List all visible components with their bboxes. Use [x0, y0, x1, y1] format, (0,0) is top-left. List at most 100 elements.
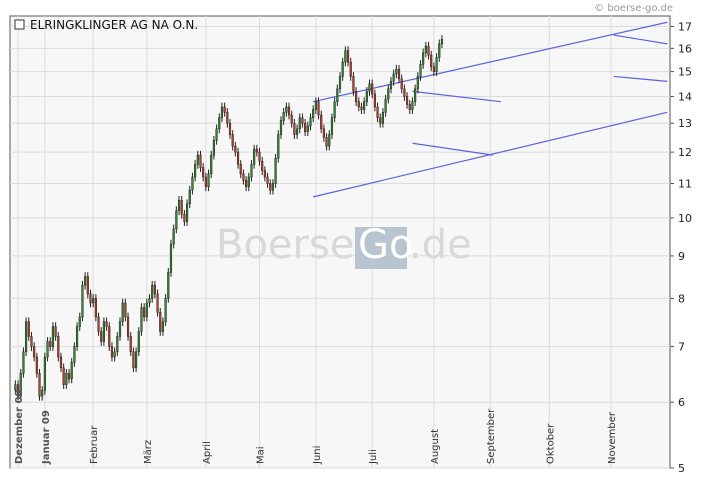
x-tick-label: Oktober: [545, 423, 556, 464]
y-tick-label: 15: [678, 66, 692, 79]
candle-body: [306, 125, 309, 132]
candle: [371, 79, 374, 99]
candle: [81, 280, 84, 322]
candle-body: [167, 272, 170, 299]
candle: [376, 102, 379, 123]
candle-body: [317, 101, 320, 116]
candle-body: [427, 45, 430, 56]
candle-body: [100, 331, 103, 342]
candle-body: [309, 117, 312, 127]
candle: [363, 97, 366, 114]
candles: [14, 35, 444, 401]
candle: [43, 352, 46, 395]
candle-body: [223, 106, 226, 113]
candle: [153, 280, 156, 299]
candle-body: [164, 298, 167, 322]
y-tick-label: 7: [678, 341, 685, 354]
candle-body: [228, 122, 232, 135]
candle-body: [341, 61, 344, 77]
candle-body: [51, 326, 55, 347]
x-tick-label: August: [430, 429, 441, 464]
candle-body: [301, 117, 304, 124]
candle: [220, 102, 224, 123]
candle-body: [344, 50, 347, 63]
candle-body: [156, 293, 159, 313]
watermark-highlight-box: [355, 227, 407, 269]
candle: [285, 102, 288, 117]
candle: [169, 239, 173, 277]
candle-body: [271, 183, 275, 191]
candle: [124, 298, 127, 322]
y-tick-label: 10: [678, 212, 692, 225]
candle: [159, 307, 162, 336]
candle-body: [357, 101, 360, 108]
candle-body: [59, 356, 63, 369]
candle: [86, 272, 89, 299]
candle: [247, 172, 250, 192]
y-tick-label: 17: [678, 20, 692, 33]
candle-body: [135, 351, 138, 369]
candle-body: [137, 331, 140, 353]
candle-body: [25, 321, 28, 353]
candle: [132, 347, 135, 373]
candle: [411, 97, 414, 114]
candle: [148, 294, 151, 308]
trend-line: [613, 34, 668, 45]
candle-body: [325, 137, 328, 147]
candle: [271, 179, 275, 195]
candle-body: [397, 68, 401, 80]
candle: [67, 369, 71, 384]
candle: [325, 133, 328, 151]
candle-body: [118, 321, 122, 337]
candle: [341, 57, 344, 81]
candle-body: [43, 356, 46, 391]
candle: [100, 327, 103, 346]
candle: [298, 113, 301, 134]
candle: [322, 124, 325, 142]
candle-body: [287, 106, 291, 116]
candle-body: [408, 104, 411, 110]
candle: [35, 352, 38, 378]
candle: [126, 312, 130, 341]
candle-body: [92, 298, 95, 304]
y-axis-ticks: 5 6 7 8 9 10 11 12 13 14 15 16 17: [670, 20, 692, 475]
candle-body: [78, 316, 81, 327]
candle-body: [212, 140, 215, 156]
candle-body: [27, 321, 30, 337]
series-marker-icon: [14, 19, 25, 30]
candle-body: [145, 302, 148, 318]
candle: [215, 124, 218, 145]
candle-body: [349, 61, 352, 77]
candle-body: [261, 161, 264, 171]
candle-body: [108, 326, 111, 347]
candle: [75, 322, 79, 351]
candle: [223, 102, 226, 117]
candle-body: [188, 189, 191, 205]
candle-body: [161, 321, 165, 332]
candle-body: [263, 170, 266, 178]
candle-body: [403, 88, 406, 97]
candle: [78, 312, 81, 331]
candle: [384, 94, 387, 117]
candle-body: [258, 151, 261, 162]
candle-body: [290, 114, 293, 124]
candle-body: [38, 373, 41, 397]
candle-body: [116, 336, 119, 353]
candle-body: [14, 384, 17, 391]
candle: [435, 53, 438, 76]
candle-body: [35, 356, 38, 374]
candle: [422, 48, 425, 69]
candle: [175, 206, 178, 234]
candle: [121, 298, 124, 327]
candle: [167, 268, 170, 303]
candle: [320, 110, 323, 134]
candle-body: [231, 134, 234, 147]
candle: [33, 342, 36, 362]
candle-body: [250, 164, 253, 178]
candle: [274, 153, 277, 188]
candle-body: [333, 101, 336, 118]
candle: [228, 118, 232, 139]
candle-body: [84, 276, 87, 286]
candle-body: [218, 117, 221, 130]
